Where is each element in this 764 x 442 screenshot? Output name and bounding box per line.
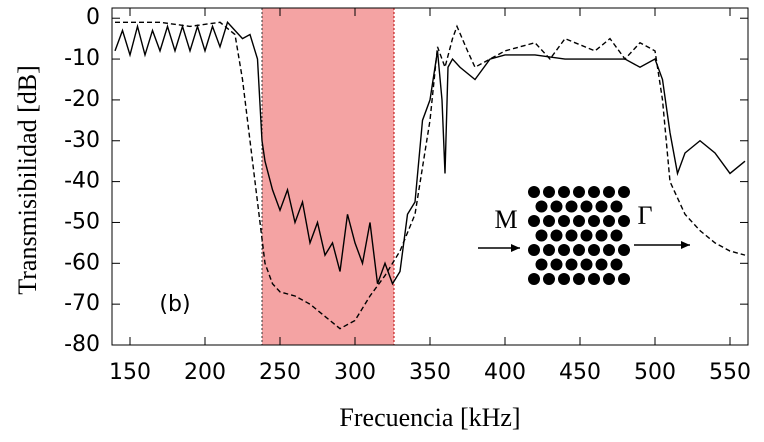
lattice-dot [618,244,630,256]
lattice-dot [603,186,615,198]
lattice-dot [535,258,548,271]
lattice-dot [573,273,585,285]
arrow-head [511,244,520,252]
lattice-dot [588,273,600,285]
x-tick-label: 450 [559,360,601,385]
lattice-dot [535,200,548,213]
y-tick-label: 0 [86,5,100,30]
lattice-dot [588,244,600,256]
direction-label: M [494,205,517,234]
lattice-dot [558,244,570,256]
y-axis-label: Transmisibilidad [dB] [13,65,42,294]
y-tick-label: -80 [64,332,100,357]
lattice-dot [603,215,615,227]
panel-label: (b) [159,292,190,317]
lattice-dot [603,244,615,256]
y-tick-label: -30 [64,128,100,153]
data-line [115,21,746,330]
lattice-dot [588,186,600,198]
lattice-dot [610,229,623,242]
data-line [114,20,746,286]
lattice-dot [580,258,593,271]
lattice-dot [565,200,578,213]
lattice-dot [595,229,608,242]
arrow-head [681,241,690,249]
lattice-dot [550,258,563,271]
lattice-dot [595,200,608,213]
lattice-dot [595,258,608,271]
highlight-band [262,8,394,345]
x-tick-label: 400 [484,360,526,385]
lattice-dot [580,200,593,213]
lattice-dot [558,273,570,285]
direction-label: Γ [637,201,652,230]
lattice-dot [618,215,630,227]
lattice-dot [573,215,585,227]
x-tick-label: 300 [334,360,376,385]
x-tick-label: 500 [634,360,676,385]
lattice-dot [528,273,540,285]
y-tick-label: -70 [64,291,100,316]
lattice-dot [528,244,540,256]
y-tick-label: -50 [64,209,100,234]
x-tick-label: 250 [259,360,301,385]
lattice-dot [565,258,578,271]
lattice-dot [618,186,630,198]
lattice-dot [565,229,578,242]
lattice-dot [573,244,585,256]
lattice-dot [618,273,630,285]
lattice-dot [558,215,570,227]
plot-frame [111,7,749,346]
lattice-dot [528,186,540,198]
x-tick-label: 350 [409,360,451,385]
lattice-dot [528,215,540,227]
y-tick-label: -60 [64,250,100,275]
lattice-dot [610,200,623,213]
lattice-dot [558,186,570,198]
lattice-dot [580,229,593,242]
lattice-dot [543,273,555,285]
lattice-dot [603,273,615,285]
lattice-dot [535,229,548,242]
lattice-dot [588,215,600,227]
lattice-dot [543,244,555,256]
y-tick-label: -40 [64,169,100,194]
lattice-dot [550,200,563,213]
x-tick-label: 200 [184,360,226,385]
x-tick-label: 550 [709,360,751,385]
y-tick-label: -10 [64,46,100,71]
y-tick-label: -20 [64,87,100,112]
lattice-dot [550,229,563,242]
lattice-dot [573,186,585,198]
x-axis-label: Frecuencia [kHz] [339,403,520,432]
lattice-dot [543,215,555,227]
lattice-dot [610,258,623,271]
lattice-dot [543,186,555,198]
x-tick-label: 150 [109,360,151,385]
